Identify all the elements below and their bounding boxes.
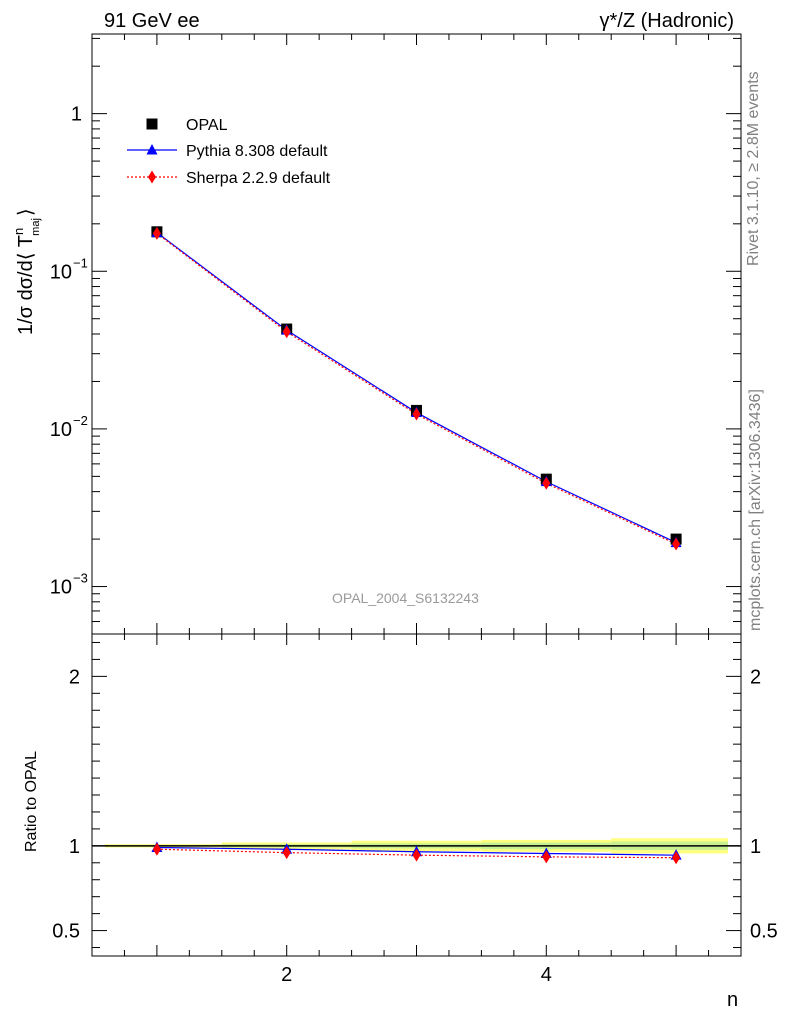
ratio-data-point — [152, 842, 161, 856]
ratio-y-tick-label-left: 2 — [69, 666, 80, 688]
legend-marker — [146, 118, 158, 130]
x-tick-label: 4 — [541, 964, 552, 986]
x-axis-label: n — [727, 989, 739, 1011]
main-data-point — [412, 407, 421, 421]
main-data-point — [542, 476, 551, 490]
ratio-y-tick-label-left: 1 — [69, 836, 80, 858]
y-tick-label: 10 — [50, 261, 72, 283]
y-tick-label-exponent: −1 — [73, 255, 88, 270]
ratio-data-point — [282, 846, 291, 860]
ratio-y-tick-label-left: 0.5 — [52, 921, 80, 943]
legend-label: OPAL — [186, 117, 228, 134]
legend-marker — [148, 170, 156, 184]
ratio-y-tick-label-right: 1 — [750, 836, 761, 858]
ratio-data-point — [672, 851, 681, 865]
mcplots-label: mcplots.cern.ch [arXiv:1306.3436] — [747, 389, 764, 631]
main-series-line — [156, 232, 677, 545]
y-tick-label: 10 — [50, 577, 72, 599]
y-tick-label: 10 — [50, 419, 72, 441]
x-tick-label: 2 — [281, 964, 292, 986]
legend-label: Pythia 8.308 default — [186, 143, 328, 160]
main-y-axis-label: 1/σ dσ/d⟨ Tn maj⟩ — [11, 208, 42, 335]
ratio-y-tick-label-right: 0.5 — [750, 921, 778, 943]
ratio-series-line — [156, 848, 677, 859]
header-right-title: γ*/Z (Hadronic) — [599, 10, 734, 32]
ratio-data-point — [542, 850, 551, 864]
main-y-axis-label-text: 1/σ dσ/d⟨ Tn maj⟩ — [11, 208, 42, 335]
y-tick-label-exponent: −2 — [73, 413, 88, 428]
y-tick-label-exponent: −3 — [73, 571, 88, 586]
ratio-data-point — [412, 848, 421, 862]
main-data-point — [282, 325, 291, 339]
header-left-title: 91 GeV ee — [104, 10, 200, 32]
legend-marker — [146, 144, 158, 155]
main-series-line — [156, 232, 677, 544]
analysis-watermark: OPAL_2004_S6132243 — [332, 590, 479, 606]
ratio-y-tick-label-right: 2 — [750, 666, 761, 688]
main-data-point — [152, 226, 161, 240]
ratio-y-axis-label: Ratio to OPAL — [23, 751, 40, 852]
legend-label: Sherpa 2.2.9 default — [186, 170, 331, 187]
main-data-point — [672, 537, 681, 551]
y-tick-label: 1 — [71, 104, 82, 126]
rivet-version-label: Rivet 3.1.10, ≥ 2.8M events — [745, 71, 762, 266]
ratio-y-axis-label-text: Ratio to OPAL — [23, 751, 40, 852]
ratio-plot-frame — [91, 633, 742, 957]
